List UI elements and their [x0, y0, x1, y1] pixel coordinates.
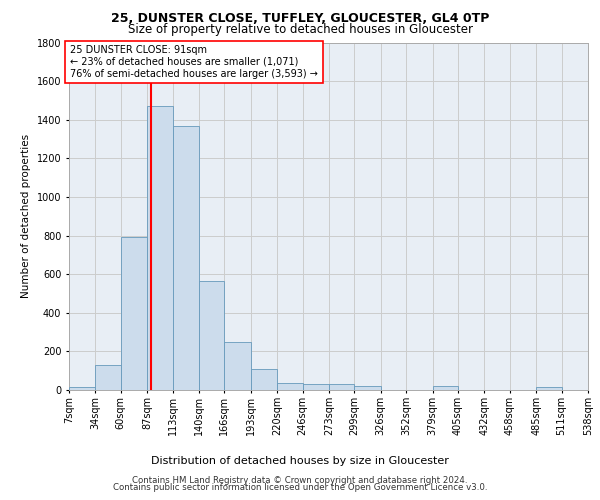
Bar	[302, 384, 329, 390]
Text: Distribution of detached houses by size in Gloucester: Distribution of detached houses by size …	[151, 456, 449, 466]
Bar	[69, 387, 95, 390]
Bar	[173, 126, 199, 390]
Bar	[199, 281, 224, 390]
Text: 25, DUNSTER CLOSE, TUFFLEY, GLOUCESTER, GL4 0TP: 25, DUNSTER CLOSE, TUFFLEY, GLOUCESTER, …	[111, 12, 489, 26]
Text: Contains HM Land Registry data © Crown copyright and database right 2024.: Contains HM Land Registry data © Crown c…	[132, 476, 468, 485]
Bar	[147, 106, 173, 390]
Bar	[251, 369, 277, 390]
Bar	[329, 384, 355, 390]
Bar	[536, 387, 562, 390]
Bar	[355, 386, 381, 390]
Y-axis label: Number of detached properties: Number of detached properties	[21, 134, 31, 298]
Bar	[433, 386, 458, 390]
Bar	[277, 383, 302, 390]
Bar	[95, 365, 121, 390]
Text: Contains public sector information licensed under the Open Government Licence v3: Contains public sector information licen…	[113, 484, 487, 492]
Bar	[224, 342, 251, 390]
Text: 25 DUNSTER CLOSE: 91sqm
← 23% of detached houses are smaller (1,071)
76% of semi: 25 DUNSTER CLOSE: 91sqm ← 23% of detache…	[70, 46, 318, 78]
Bar	[121, 236, 147, 390]
Text: Size of property relative to detached houses in Gloucester: Size of property relative to detached ho…	[128, 22, 473, 36]
